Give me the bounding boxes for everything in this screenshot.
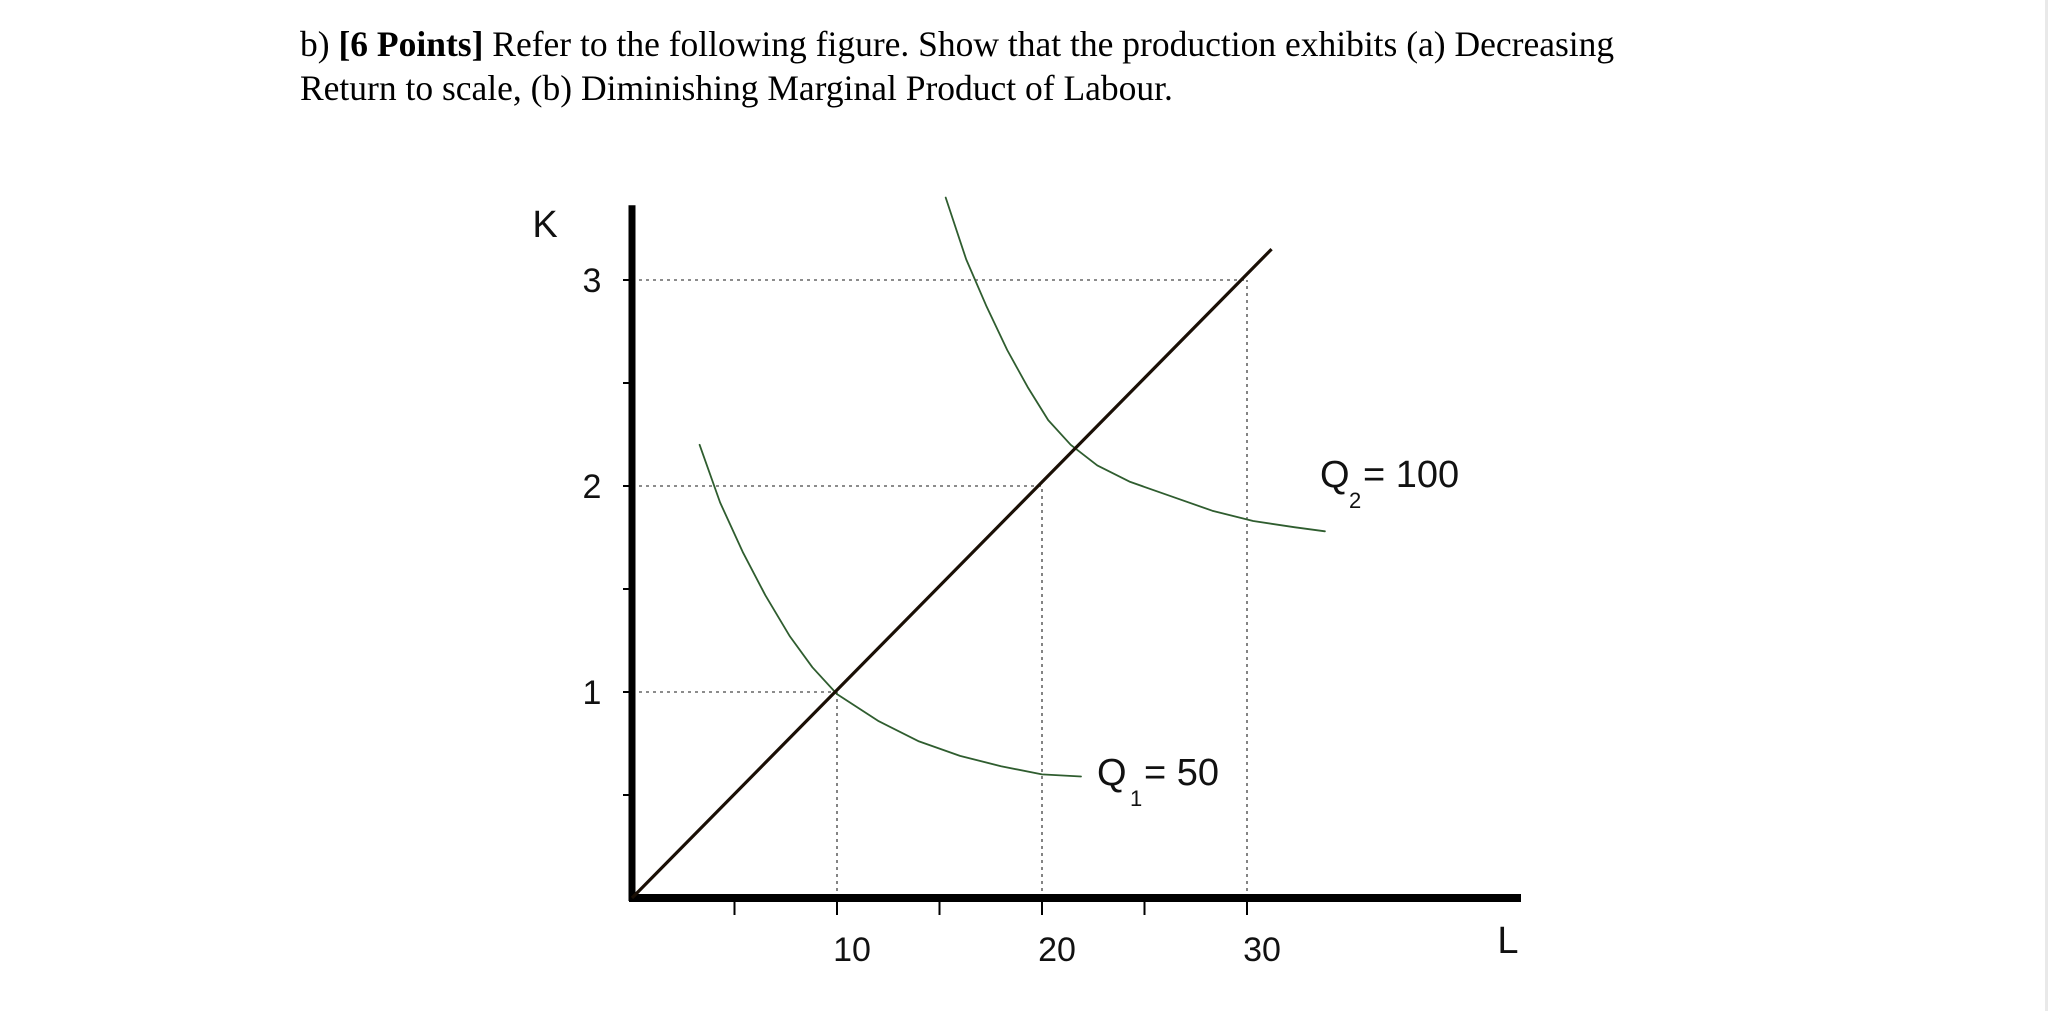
y-axis-label: K: [532, 204, 557, 246]
isoquant-curves: [698, 196, 1326, 778]
x-tick-label-20: 20: [1038, 931, 1076, 969]
y-tick-label-1: 1: [583, 674, 602, 712]
isoquant-label-2-subscript: 2: [1349, 488, 1361, 513]
y-tick-label-2: 2: [583, 468, 602, 506]
x-axis-label: L: [1497, 920, 1518, 962]
isoquant-label-2-symbol: Q: [1320, 454, 1350, 496]
question-part: b): [300, 24, 330, 64]
question-line-1-rest: Refer to the following figure. Show that…: [492, 24, 1615, 64]
axes: [628, 205, 1521, 902]
expansion-ray: [630, 247, 1273, 900]
question-text: b) [6 Points] Refer to the following fig…: [300, 22, 1800, 110]
isoquant-label-2-value: = 100: [1363, 454, 1459, 496]
y-tick-label-3: 3: [583, 262, 602, 300]
isoquant-label-1-value: = 50: [1144, 752, 1219, 794]
isoquant-curve-2: [944, 196, 1326, 533]
x-tick-label-30: 30: [1243, 931, 1281, 969]
question-points: [6 Points]: [338, 24, 484, 64]
x-tick-label-10: 10: [833, 931, 871, 969]
isoquant-label-1-subscript: 1: [1130, 786, 1142, 811]
isoquant-curve-1: [698, 443, 1082, 778]
expansion-ray-line: [630, 247, 1273, 900]
question-line-2: Return to scale, (b) Diminishing Margina…: [300, 68, 1173, 108]
axis-ticks: [623, 279, 1248, 915]
axis-labels: KL: [532, 204, 1518, 962]
isoquant-label-1-symbol: Q: [1097, 752, 1127, 794]
axis-tick-labels: 10 20 30 1 2 3: [583, 262, 1281, 969]
question-line-1: b) [6 Points] Refer to the following fig…: [300, 22, 1800, 66]
reference-lines: [632, 279, 1248, 898]
page-edge-shadow: [2045, 0, 2048, 1011]
